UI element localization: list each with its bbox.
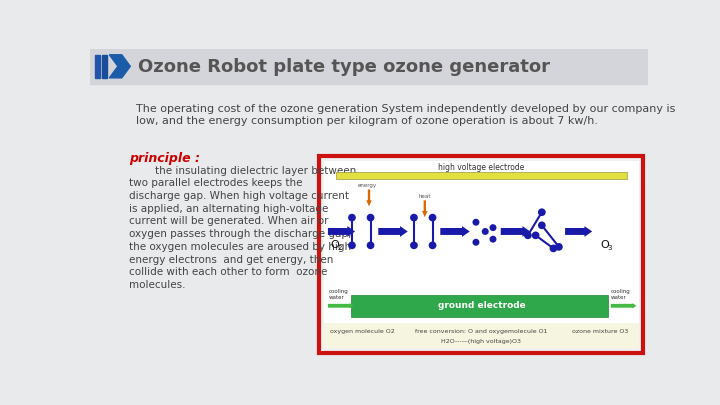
FancyArrow shape	[366, 190, 372, 207]
Text: the oxygen molecules are aroused by high: the oxygen molecules are aroused by high	[129, 242, 351, 252]
Text: oxygen passes through the discharge gap,: oxygen passes through the discharge gap,	[129, 229, 351, 239]
Circle shape	[524, 232, 532, 239]
Circle shape	[348, 241, 356, 249]
FancyArrow shape	[500, 226, 530, 237]
Text: 3: 3	[607, 245, 611, 252]
Circle shape	[428, 214, 436, 222]
Bar	[336, 172, 627, 179]
Text: Ozone Robot plate type ozone generator: Ozone Robot plate type ozone generator	[138, 58, 550, 76]
Text: high voltage electrode: high voltage electrode	[438, 163, 525, 172]
FancyArrow shape	[611, 303, 636, 309]
Text: ozone mixture O3: ozone mixture O3	[572, 329, 628, 334]
Text: O: O	[330, 240, 339, 250]
Bar	[96, 55, 100, 78]
Polygon shape	[109, 55, 130, 78]
FancyArrow shape	[328, 303, 354, 309]
FancyArrow shape	[565, 226, 593, 237]
Text: discharge gap. When high voltage current: discharge gap. When high voltage current	[129, 191, 348, 201]
Circle shape	[549, 245, 557, 252]
Text: cooling
water: cooling water	[611, 289, 631, 300]
Text: 2: 2	[337, 245, 341, 252]
Text: principle :: principle :	[129, 152, 199, 165]
Circle shape	[366, 241, 374, 249]
Circle shape	[490, 224, 497, 231]
Text: two parallel electrodes keeps the: two parallel electrodes keeps the	[129, 178, 302, 188]
FancyArrow shape	[422, 200, 428, 217]
Circle shape	[348, 214, 356, 222]
Circle shape	[366, 214, 374, 222]
Text: O: O	[600, 240, 608, 250]
Circle shape	[538, 222, 546, 229]
FancyArrow shape	[441, 226, 469, 237]
Circle shape	[410, 214, 418, 222]
Circle shape	[555, 243, 563, 251]
Circle shape	[490, 236, 497, 243]
Text: the insulating dielectric layer between: the insulating dielectric layer between	[129, 166, 356, 176]
Text: ground electrode: ground electrode	[438, 301, 526, 310]
Text: cooling
water: cooling water	[329, 289, 348, 300]
Bar	[324, 324, 639, 348]
Bar	[351, 295, 608, 317]
Text: molecules.: molecules.	[129, 280, 185, 290]
Bar	[324, 161, 639, 348]
FancyArrow shape	[378, 226, 408, 237]
Circle shape	[482, 228, 489, 235]
Text: H2O---—(high voltage)O3: H2O---—(high voltage)O3	[441, 339, 521, 344]
FancyArrow shape	[328, 226, 355, 237]
Text: energy: energy	[358, 183, 377, 188]
Text: is applied, an alternating high-voltage: is applied, an alternating high-voltage	[129, 204, 328, 214]
Text: oxygen molecule O2: oxygen molecule O2	[330, 329, 395, 334]
Circle shape	[472, 239, 480, 246]
Text: low, and the energy consumption per kilogram of ozone operation is about 7 kw/h.: low, and the energy consumption per kilo…	[137, 116, 598, 126]
Circle shape	[538, 209, 546, 216]
Circle shape	[428, 241, 436, 249]
Text: collide with each other to form  ozone: collide with each other to form ozone	[129, 267, 327, 277]
Text: energy electrons  and get energy, then: energy electrons and get energy, then	[129, 255, 333, 264]
Bar	[320, 156, 644, 353]
Text: current will be generated. When air or: current will be generated. When air or	[129, 216, 328, 226]
Bar	[90, 49, 648, 84]
Bar	[102, 55, 107, 78]
Circle shape	[410, 241, 418, 249]
Text: free conversion: O and oxygemolecule O1: free conversion: O and oxygemolecule O1	[415, 329, 548, 334]
Circle shape	[532, 232, 539, 239]
Text: The operating cost of the ozone generation System independently developed by our: The operating cost of the ozone generati…	[137, 104, 676, 114]
Circle shape	[472, 219, 480, 226]
Text: heat: heat	[418, 194, 431, 199]
